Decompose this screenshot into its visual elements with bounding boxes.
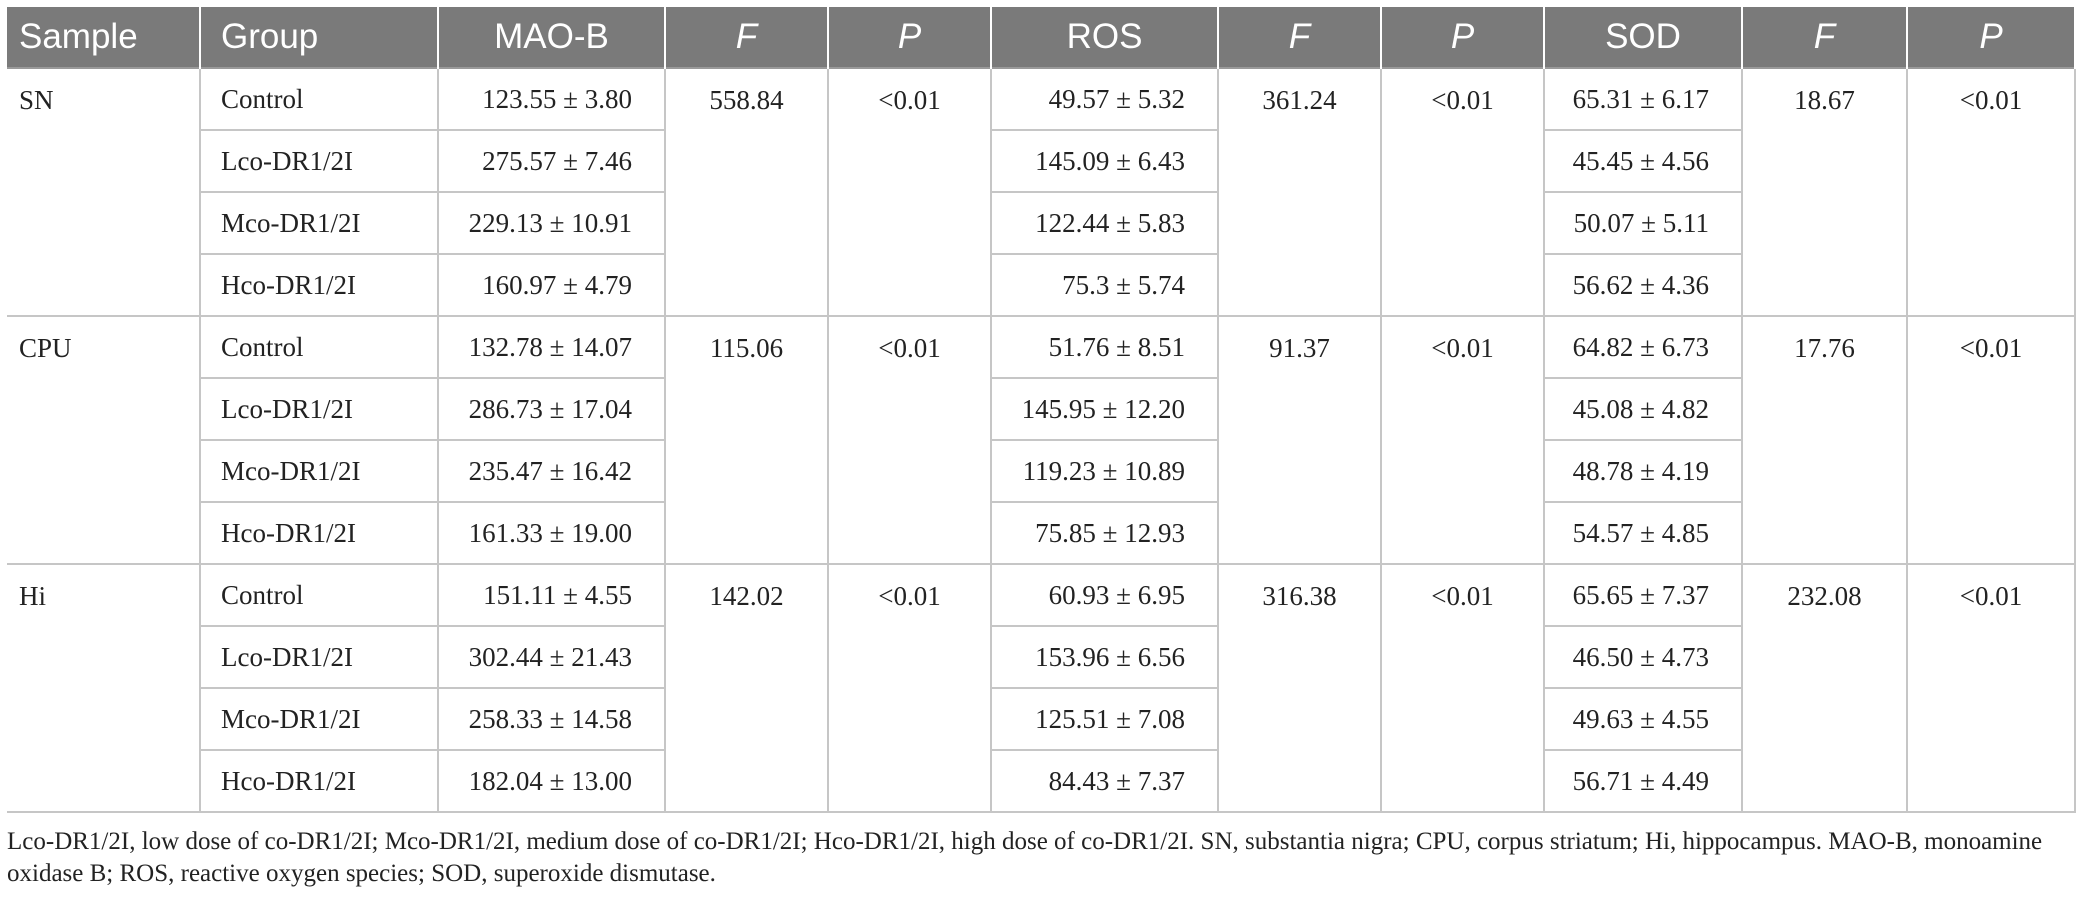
ros-value-cell: 119.23 ± 10.89 — [990, 440, 1219, 503]
header-row: Sample Group MAO-B F P ROS F P SOD F P — [7, 7, 2076, 68]
table-body: SN Control 123.55 ± 3.80 558.84 <0.01 49… — [7, 67, 2076, 813]
ros-f-cell: 316.38 — [1217, 563, 1382, 813]
maob-value-cell: 258.33 ± 14.58 — [437, 688, 666, 751]
header-group: Group — [199, 7, 439, 68]
maob-value-cell: 132.78 ± 14.07 — [437, 315, 666, 379]
maob-f-cell: 558.84 — [664, 67, 829, 317]
maob-value-cell: 161.33 ± 19.00 — [437, 502, 666, 565]
sod-p-cell: <0.01 — [1906, 563, 2076, 813]
sod-value-cell: 45.08 ± 4.82 — [1543, 378, 1743, 441]
group-cell: Mco-DR1/2I — [199, 688, 439, 751]
ros-value-cell: 51.76 ± 8.51 — [990, 315, 1219, 379]
ros-value-cell: 122.44 ± 5.83 — [990, 192, 1219, 255]
table-row: Lco-DR1/2I 275.57 ± 7.46 145.09 ± 6.43 4… — [7, 130, 2075, 193]
group-cell: Mco-DR1/2I — [199, 440, 439, 503]
ros-p-cell: <0.01 — [1380, 67, 1545, 317]
sod-f-cell: 18.67 — [1741, 67, 1908, 317]
ros-value-cell: 75.85 ± 12.93 — [990, 502, 1219, 565]
maob-value-cell: 160.97 ± 4.79 — [437, 254, 666, 317]
maob-value-cell: 302.44 ± 21.43 — [437, 626, 666, 689]
sod-p-cell: <0.01 — [1906, 315, 2076, 565]
maob-f-cell: 142.02 — [664, 563, 829, 813]
header-ros: ROS — [990, 7, 1219, 68]
table-row: CPU Control 132.78 ± 14.07 115.06 <0.01 … — [7, 315, 2076, 565]
sample-cell: Hi — [7, 563, 201, 813]
maob-f-cell: 115.06 — [664, 315, 829, 565]
ros-value-cell: 60.93 ± 6.95 — [990, 563, 1219, 627]
ros-value-cell: 75.3 ± 5.74 — [990, 254, 1219, 317]
table-row: Hco-DR1/2I 160.97 ± 4.79 75.3 ± 5.74 56.… — [7, 254, 2075, 317]
sod-value-cell: 56.71 ± 4.49 — [1543, 750, 1743, 813]
maob-value-cell: 235.47 ± 16.42 — [437, 440, 666, 503]
sample-cell: CPU — [7, 315, 201, 565]
maob-value-cell: 286.73 ± 17.04 — [437, 378, 666, 441]
group-cell: Control — [199, 67, 439, 131]
header-ros-p: P — [1380, 7, 1545, 68]
table-row: Hco-DR1/2I 161.33 ± 19.00 75.85 ± 12.93 … — [7, 502, 2075, 565]
table-row: Mco-DR1/2I 235.47 ± 16.42 119.23 ± 10.89… — [7, 440, 2075, 503]
maob-value-cell: 151.11 ± 4.55 — [437, 563, 666, 627]
ros-f-cell: 361.24 — [1217, 67, 1382, 317]
ros-value-cell: 49.57 ± 5.32 — [990, 67, 1219, 131]
table-row: SN Control 123.55 ± 3.80 558.84 <0.01 49… — [7, 67, 2076, 317]
maob-value-cell: 182.04 ± 13.00 — [437, 750, 666, 813]
sample-cell: SN — [7, 67, 201, 317]
group-cell: Control — [199, 563, 439, 627]
sod-value-cell: 65.31 ± 6.17 — [1543, 67, 1743, 131]
group-cell: Control — [199, 315, 439, 379]
group-cell: Hco-DR1/2I — [199, 254, 439, 317]
table-row: Mco-DR1/2I 258.33 ± 14.58 125.51 ± 7.08 … — [7, 688, 2075, 751]
sod-p-cell: <0.01 — [1906, 67, 2076, 317]
ros-value-cell: 145.95 ± 12.20 — [990, 378, 1219, 441]
header-sample: Sample — [7, 7, 201, 68]
sod-f-cell: 232.08 — [1741, 563, 1908, 813]
maob-value-cell: 123.55 ± 3.80 — [437, 67, 666, 131]
table-footnote: Lco-DR1/2I, low dose of co-DR1/2I; Mco-D… — [7, 828, 2043, 887]
group-cell: Lco-DR1/2I — [199, 626, 439, 689]
sod-value-cell: 65.65 ± 7.37 — [1543, 563, 1743, 627]
group-cell: Mco-DR1/2I — [199, 192, 439, 255]
sod-value-cell: 49.63 ± 4.55 — [1543, 688, 1743, 751]
ros-p-cell: <0.01 — [1380, 315, 1545, 565]
sod-f-cell: 17.76 — [1741, 315, 1908, 565]
header-ros-f: F — [1217, 7, 1382, 68]
sod-value-cell: 45.45 ± 4.56 — [1543, 130, 1743, 193]
ros-value-cell: 125.51 ± 7.08 — [990, 688, 1219, 751]
table-row: Mco-DR1/2I 229.13 ± 10.91 122.44 ± 5.83 … — [7, 192, 2075, 255]
maob-p-cell: <0.01 — [827, 563, 992, 813]
header-sod-f: F — [1741, 7, 1908, 68]
table-row: Lco-DR1/2I 302.44 ± 21.43 153.96 ± 6.56 … — [7, 626, 2075, 689]
group-cell: Lco-DR1/2I — [199, 378, 439, 441]
maob-value-cell: 229.13 ± 10.91 — [437, 192, 666, 255]
ros-p-cell: <0.01 — [1380, 563, 1545, 813]
sod-value-cell: 48.78 ± 4.19 — [1543, 440, 1743, 503]
results-table: Sample Group MAO-B F P ROS F P SOD F P S… — [7, 7, 2076, 813]
sod-value-cell: 46.50 ± 4.73 — [1543, 626, 1743, 689]
sod-value-cell: 64.82 ± 6.73 — [1543, 315, 1743, 379]
ros-value-cell: 84.43 ± 7.37 — [990, 750, 1219, 813]
group-cell: Lco-DR1/2I — [199, 130, 439, 193]
ros-f-cell: 91.37 — [1217, 315, 1382, 565]
table-row: Hco-DR1/2I 182.04 ± 13.00 84.43 ± 7.37 5… — [7, 750, 2075, 813]
header-maob: MAO-B — [437, 7, 666, 68]
header-maob-p: P — [827, 7, 992, 68]
table-row: Lco-DR1/2I 286.73 ± 17.04 145.95 ± 12.20… — [7, 378, 2075, 441]
header-sod-p: P — [1906, 7, 2076, 68]
maob-p-cell: <0.01 — [827, 315, 992, 565]
header-maob-f: F — [664, 7, 829, 68]
results-table-container: Sample Group MAO-B F P ROS F P SOD F P S… — [7, 7, 2076, 813]
header-sod: SOD — [1543, 7, 1743, 68]
sod-value-cell: 54.57 ± 4.85 — [1543, 502, 1743, 565]
sod-value-cell: 56.62 ± 4.36 — [1543, 254, 1743, 317]
ros-value-cell: 145.09 ± 6.43 — [990, 130, 1219, 193]
table-row: Hi Control 151.11 ± 4.55 142.02 <0.01 60… — [7, 563, 2076, 813]
maob-p-cell: <0.01 — [827, 67, 992, 317]
ros-value-cell: 153.96 ± 6.56 — [990, 626, 1219, 689]
maob-value-cell: 275.57 ± 7.46 — [437, 130, 666, 193]
group-cell: Hco-DR1/2I — [199, 502, 439, 565]
sod-value-cell: 50.07 ± 5.11 — [1543, 192, 1743, 255]
group-cell: Hco-DR1/2I — [199, 750, 439, 813]
